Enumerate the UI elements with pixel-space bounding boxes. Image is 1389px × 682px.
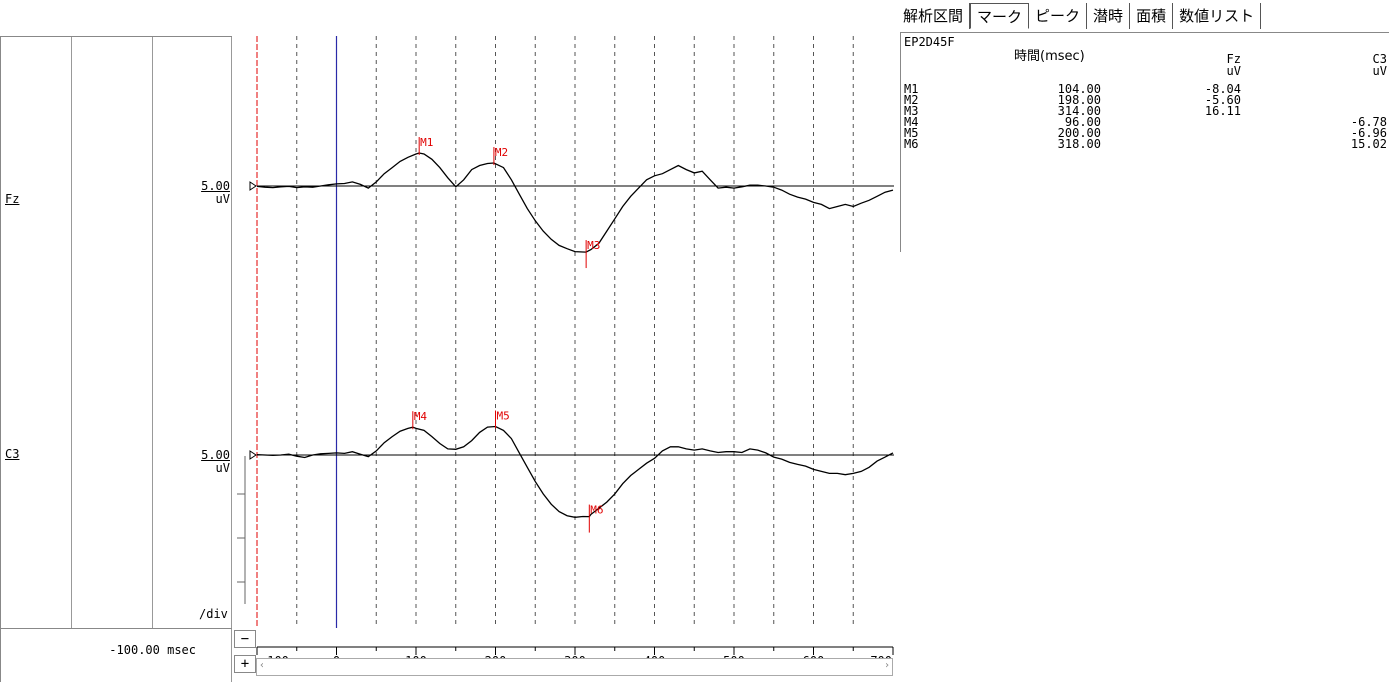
waveform-traces <box>256 152 894 518</box>
time-readout-row: -100.00 msec <box>0 628 232 682</box>
mark-cell-fz: 16.11 <box>1204 104 1241 118</box>
tab-area[interactable]: 面積 <box>1130 3 1174 29</box>
channel-header-fz: Fz <box>1226 52 1241 66</box>
marker-label: M4 <box>414 410 428 423</box>
horizontal-scrollbar[interactable]: ‹ › <box>256 658 893 676</box>
column-divider <box>71 37 72 628</box>
tab-value-list[interactable]: 数値リスト <box>1173 3 1262 29</box>
time-grid <box>256 36 854 628</box>
mark-cell-c3: 15.02 <box>1350 137 1387 151</box>
waveform-fz <box>256 152 894 253</box>
mark-cell-fz: -8.04 <box>1204 82 1241 96</box>
time-readout: -100.00 msec <box>109 643 196 657</box>
amplitude-ruler <box>237 456 246 604</box>
marker-m2[interactable]: M2 <box>493 146 508 166</box>
marker-label: M5 <box>497 409 510 422</box>
scroll-left-icon[interactable]: ‹ <box>259 660 266 671</box>
marker-m4[interactable]: M4 <box>412 410 428 430</box>
mark-cell-fz: -5.60 <box>1204 93 1241 107</box>
mark-cell-label: M6 <box>904 137 919 151</box>
time-column-header: 時間(msec) <box>1014 49 1085 64</box>
baseline-pointer <box>249 181 257 191</box>
file-name: EP2D45F <box>904 35 955 49</box>
marker-label: M2 <box>495 146 508 159</box>
channel-name-c3[interactable]: C3 <box>5 447 20 461</box>
mark-cell-time: 200.00 <box>1057 126 1101 140</box>
marker-label: M6 <box>590 504 603 517</box>
tab-mark[interactable]: マーク <box>970 3 1030 29</box>
baseline-pointer <box>249 450 257 460</box>
channel-scale-value: 5.00 <box>201 179 230 193</box>
marker-m6[interactable]: M6 <box>588 504 604 533</box>
marker-m3[interactable]: M3 <box>585 239 600 269</box>
channel-scale-unit: uV <box>215 461 230 475</box>
mark-cell-c3: -6.78 <box>1350 115 1387 129</box>
mark-cell-time: 318.00 <box>1057 137 1101 151</box>
tab-peak[interactable]: ピーク <box>1029 3 1088 29</box>
mark-cell-label: M3 <box>904 104 919 118</box>
scroll-right-icon[interactable]: › <box>883 660 890 671</box>
tab-analysis-range[interactable]: 解析区間 <box>897 3 971 29</box>
mark-cell-label: M4 <box>904 115 919 129</box>
channel-name-fz[interactable]: Fz <box>5 192 20 206</box>
channel-unit-fz: uV <box>1226 64 1241 78</box>
div-label: /div <box>199 607 228 621</box>
mark-cell-time: 104.00 <box>1057 82 1101 96</box>
column-divider <box>231 629 232 682</box>
mark-cell-time: 198.00 <box>1057 93 1101 107</box>
mark-cell-label: M5 <box>904 126 919 140</box>
waveform-plot[interactable]: M1 M2 M3 M4 M5 M6 <box>232 36 894 628</box>
analysis-tabs: 解析区間 マーク ピーク 潜時 面積 数値リスト <box>897 3 1262 31</box>
channel-scale-unit: uV <box>215 192 230 206</box>
mark-cell-label: M2 <box>904 93 919 107</box>
mark-cell-time: 314.00 <box>1057 104 1101 118</box>
zoom-in-button[interactable]: + <box>234 655 256 673</box>
channel-baselines <box>249 181 894 460</box>
channel-header-c3: C3 <box>1372 52 1387 66</box>
mark-cell-label: M1 <box>904 82 919 96</box>
channel-scale-c3[interactable]: 5.00 uV <box>190 449 230 475</box>
peak-markers[interactable]: M1 M2 M3 M4 M5 M6 <box>412 136 604 533</box>
marker-m5[interactable]: M5 <box>495 409 510 429</box>
mark-panel: EP2D45F 時間(msec) Fz uV C3 uV M1 104.00 -8.… <box>900 32 1389 252</box>
marker-label: M3 <box>587 239 600 252</box>
column-divider <box>152 37 153 628</box>
channel-scale-value: 5.00 <box>201 448 230 462</box>
marker-label: M1 <box>420 136 433 149</box>
mark-cell-time: 96.00 <box>1064 115 1101 129</box>
column-divider <box>231 37 232 628</box>
tab-latency[interactable]: 潜時 <box>1087 3 1131 29</box>
channel-label-strip: Fz 5.00 uV C3 5.00 uV /div <box>0 36 232 628</box>
zoom-out-button[interactable]: − <box>234 630 256 648</box>
marker-m1[interactable]: M1 <box>418 136 433 156</box>
channel-scale-fz[interactable]: 5.00 uV <box>190 180 230 206</box>
channel-unit-c3: uV <box>1372 64 1387 78</box>
waveform-c3 <box>256 425 894 518</box>
mark-cell-c3: -6.96 <box>1350 126 1387 140</box>
